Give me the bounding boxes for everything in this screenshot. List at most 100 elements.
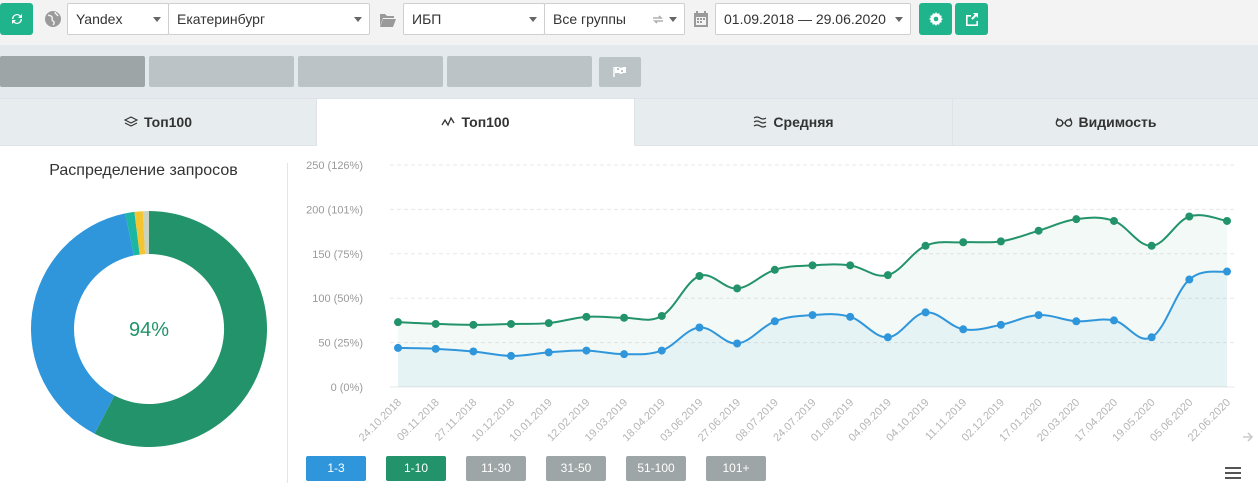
positions-line-chart: 0 (0%) 50 (25%) 100 (50%) 150 (75%) 200 (101… [306, 160, 1235, 444]
filter-band [0, 45, 1258, 98]
legend-button[interactable]: 1-10 [386, 456, 446, 481]
data-point[interactable] [733, 284, 742, 293]
data-point[interactable] [996, 237, 1005, 246]
data-point[interactable] [1072, 317, 1081, 326]
legend-button[interactable]: 11-30 [466, 456, 526, 481]
data-point[interactable] [544, 348, 553, 357]
date-range-select[interactable]: 01.09.2018 — 29.06.2020 [715, 3, 911, 35]
chevron-down-icon [669, 17, 677, 22]
donut-title: Распределение запросов [49, 162, 238, 179]
data-point[interactable] [808, 261, 817, 270]
data-point[interactable] [1223, 267, 1231, 276]
data-point[interactable] [469, 320, 478, 329]
region-select[interactable]: Екатеринбург [168, 3, 370, 35]
tab-average[interactable]: Средняя [635, 99, 953, 146]
data-point[interactable] [582, 346, 591, 355]
data-point[interactable] [921, 241, 930, 250]
data-point[interactable] [657, 311, 666, 320]
data-point[interactable] [620, 313, 629, 322]
donut-slice[interactable] [134, 211, 146, 255]
export-button[interactable] [955, 3, 988, 35]
search-engine-select[interactable]: Yandex [67, 3, 169, 35]
folder-open-icon [380, 14, 396, 27]
data-point[interactable] [846, 312, 855, 321]
data-point[interactable] [996, 320, 1005, 329]
chevron-down-icon [354, 17, 362, 22]
settings-button[interactable] [919, 3, 952, 35]
group-select[interactable]: Все группы [544, 3, 685, 35]
donut-center-label: 94% [129, 319, 169, 341]
data-point[interactable] [620, 350, 629, 359]
project-value: ИБП [412, 11, 442, 27]
search-engine-value: Yandex [76, 11, 123, 27]
filter-placeholder[interactable] [149, 56, 294, 87]
legend-button[interactable]: 1-3 [306, 456, 366, 481]
data-point[interactable] [1034, 226, 1043, 235]
flag-button[interactable] [599, 57, 641, 87]
series-area [398, 215, 1227, 387]
legend-button[interactable]: 31-50 [546, 456, 606, 481]
glasses-icon [1055, 117, 1072, 127]
data-point[interactable] [431, 319, 440, 328]
data-point[interactable] [582, 312, 591, 321]
data-point[interactable] [733, 339, 742, 348]
data-point[interactable] [808, 311, 817, 320]
legend-button[interactable]: 51-100 [626, 456, 686, 481]
data-point[interactable] [1147, 241, 1156, 250]
filter-placeholder[interactable] [0, 56, 145, 87]
tab-top100-line[interactable]: Топ100 [317, 99, 635, 146]
data-point[interactable] [394, 318, 402, 327]
chevron-down-icon [529, 17, 537, 22]
donut-slice[interactable] [125, 211, 140, 256]
donut-slice[interactable] [30, 213, 134, 434]
data-point[interactable] [507, 351, 516, 360]
data-point[interactable] [1072, 215, 1081, 224]
data-point[interactable] [1034, 311, 1043, 320]
data-point[interactable] [770, 265, 779, 274]
donut-slice[interactable] [142, 211, 149, 255]
donut-slice[interactable] [94, 211, 268, 447]
toolbar: Yandex Екатеринбург ИБП Все группы 01.09… [0, 0, 1258, 45]
data-point[interactable] [959, 325, 968, 334]
data-point[interactable] [1147, 333, 1156, 342]
data-point[interactable] [695, 323, 704, 332]
tab-visibility[interactable]: Видимость [953, 99, 1258, 146]
refresh-button[interactable] [0, 3, 33, 35]
y-tick-label: 150 (75%) [312, 249, 363, 261]
data-point[interactable] [695, 272, 704, 280]
data-point[interactable] [1185, 275, 1194, 284]
data-point[interactable] [959, 238, 968, 247]
data-point[interactable] [846, 261, 855, 270]
data-point[interactable] [770, 317, 779, 326]
filter-placeholder[interactable] [447, 56, 592, 87]
gear-icon [928, 12, 943, 26]
filter-placeholder[interactable] [298, 56, 443, 87]
project-select[interactable]: ИБП [403, 3, 545, 35]
group-value: Все группы [553, 11, 626, 27]
data-point[interactable] [469, 347, 478, 356]
layers-icon [123, 116, 138, 127]
distribution-donut: 94% [30, 211, 268, 447]
menu-icon[interactable] [1225, 466, 1241, 480]
y-tick-label: 50 (25%) [318, 338, 363, 350]
data-point[interactable] [883, 333, 892, 342]
data-point[interactable] [921, 308, 930, 317]
data-point[interactable] [544, 319, 553, 328]
region-value: Екатеринбург [177, 11, 266, 27]
arrow-right-icon[interactable] [1242, 432, 1254, 442]
data-point[interactable] [657, 346, 666, 355]
data-point[interactable] [394, 343, 402, 352]
data-point[interactable] [431, 344, 440, 353]
data-point[interactable] [1109, 316, 1118, 325]
data-point[interactable] [1109, 216, 1118, 225]
tab-top100-stacked[interactable]: Топ100 [0, 99, 317, 146]
waves-icon [754, 116, 767, 128]
data-point[interactable] [1223, 216, 1231, 225]
flag-icon [613, 67, 626, 77]
tab-label: Топ100 [143, 114, 193, 130]
data-point[interactable] [507, 319, 516, 328]
y-tick-label: 200 (101%) [306, 204, 363, 216]
legend-button[interactable]: 101+ [706, 456, 766, 481]
data-point[interactable] [883, 271, 892, 280]
data-point[interactable] [1185, 212, 1194, 221]
